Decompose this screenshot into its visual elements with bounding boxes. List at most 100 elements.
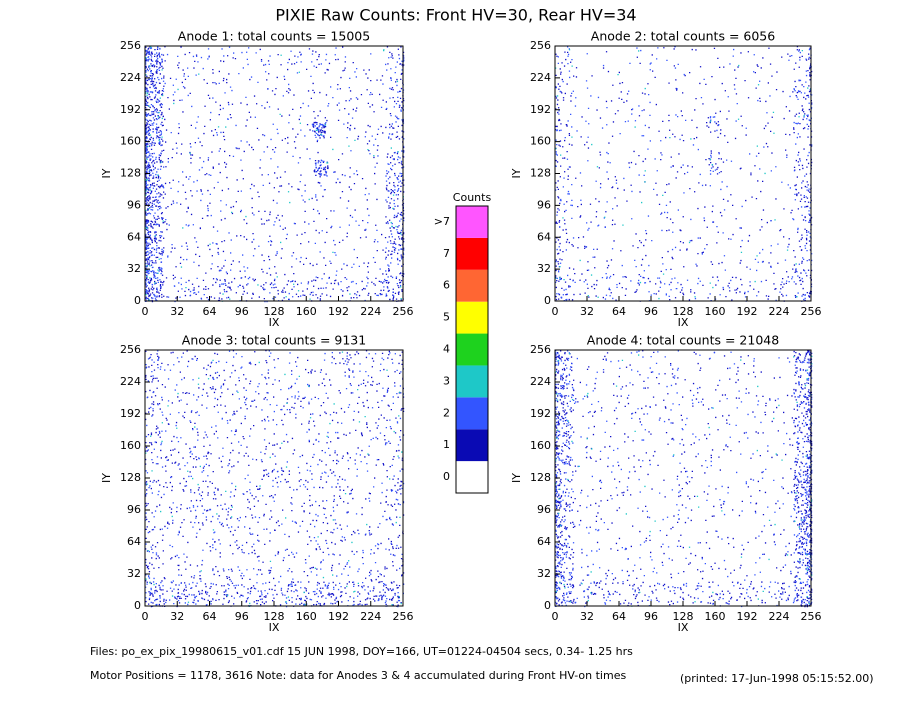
pixel-texture	[145, 46, 405, 303]
x-tick-label: 192	[737, 610, 758, 623]
x-tick-label: 0	[142, 305, 149, 318]
x-tick-label: 224	[360, 610, 381, 623]
y-tick-label: 96	[127, 503, 141, 516]
x-tick-label: 256	[801, 305, 822, 318]
y-tick-label: 224	[120, 71, 141, 84]
panel-title: Anode 4: total counts = 21048	[587, 333, 779, 348]
y-axis-label: IY	[100, 168, 113, 178]
y-tick-label: 96	[537, 503, 551, 516]
colorbar-label: 2	[443, 406, 450, 419]
pixel-texture	[555, 350, 813, 608]
colorbar-label: 0	[443, 470, 450, 483]
y-tick-label: 96	[537, 198, 551, 211]
pixel-texture	[145, 351, 403, 607]
heatmap-panel: Anode 4: total counts = 21048 0 32 64 96 128 1…	[510, 333, 822, 635]
plot-frame	[554, 45, 812, 302]
x-tick-label: 192	[328, 610, 349, 623]
panel-title: Anode 3: total counts = 9131	[182, 333, 366, 348]
x-tick-label: 0	[552, 610, 559, 623]
x-tick-label: 32	[580, 305, 594, 318]
x-tick-label: 224	[769, 610, 790, 623]
page-title: PIXIE Raw Counts: Front HV=30, Rear HV=3…	[275, 6, 636, 25]
y-tick-label: 224	[530, 71, 551, 84]
colorbar-label: 3	[443, 374, 450, 387]
y-tick-label: 64	[127, 230, 141, 243]
x-tick-label: 96	[644, 305, 658, 318]
y-tick-label: 192	[530, 407, 551, 420]
x-tick-label: 224	[769, 305, 790, 318]
y-tick-label: 224	[530, 375, 551, 388]
x-tick-label: 224	[360, 305, 381, 318]
footer-files: Files: po_ex_pix_19980615_v01.cdf 15 JUN…	[90, 645, 633, 658]
x-tick-label: 128	[264, 305, 285, 318]
x-tick-label: 160	[296, 305, 317, 318]
x-tick-label: 0	[142, 610, 149, 623]
x-tick-label: 32	[170, 305, 184, 318]
x-tick-label: 160	[296, 610, 317, 623]
y-tick-label: 0	[544, 599, 551, 612]
x-tick-label: 128	[264, 610, 285, 623]
x-axis-label: IX	[678, 621, 689, 634]
heatmap-panel: Anode 1: total counts = 15005 0 32 64 96 128 1…	[100, 29, 414, 330]
x-tick-label: 96	[235, 610, 249, 623]
x-tick-label: 64	[612, 610, 626, 623]
pixel-texture	[555, 46, 813, 302]
y-axis-label: IY	[510, 473, 523, 483]
y-tick-label: 0	[134, 294, 141, 307]
plot-frame	[554, 349, 812, 607]
pixel-texture	[145, 46, 405, 303]
y-tick-label: 64	[537, 230, 551, 243]
x-tick-label: 64	[612, 305, 626, 318]
y-tick-label: 96	[127, 198, 141, 211]
x-tick-label: 0	[552, 305, 559, 318]
x-tick-label: 192	[737, 305, 758, 318]
x-tick-label: 160	[705, 305, 726, 318]
panel-title: Anode 2: total counts = 6056	[591, 29, 775, 44]
x-axis-label: IX	[678, 316, 689, 329]
panel-title: Anode 1: total counts = 15005	[178, 29, 370, 44]
y-tick-label: 192	[120, 407, 141, 420]
colorbar-label: 1	[443, 438, 450, 451]
x-axis-label: IX	[269, 316, 280, 329]
y-tick-label: 160	[120, 135, 141, 148]
x-tick-label: 64	[203, 610, 217, 623]
y-tick-label: 128	[530, 471, 551, 484]
y-tick-label: 32	[127, 567, 141, 580]
y-tick-label: 0	[544, 294, 551, 307]
colorbar-level	[456, 301, 488, 334]
x-tick-label: 32	[170, 610, 184, 623]
y-tick-label: 128	[120, 167, 141, 180]
x-tick-label: 160	[705, 610, 726, 623]
y-tick-label: 224	[120, 375, 141, 388]
y-tick-label: 160	[530, 439, 551, 452]
footer-printed: (printed: 17-Jun-1998 05:15:52.00)	[680, 672, 874, 685]
y-tick-label: 32	[537, 567, 551, 580]
x-tick-label: 128	[673, 610, 694, 623]
colorbar-label: 5	[443, 311, 450, 324]
y-tick-label: 192	[530, 103, 551, 116]
pixel-texture	[555, 49, 812, 300]
x-tick-label: 256	[393, 610, 414, 623]
y-tick-label: 256	[120, 39, 141, 52]
colorbar-level	[456, 365, 488, 398]
colorbar-label: 4	[443, 343, 450, 356]
x-tick-label: 256	[393, 305, 414, 318]
colorbar-level	[456, 333, 488, 366]
colorbar-label: 7	[443, 247, 450, 260]
x-axis-label: IX	[269, 621, 280, 634]
y-tick-label: 256	[530, 343, 551, 356]
heatmap-panel: Anode 2: total counts = 6056 0 32 64 96 128 16…	[510, 29, 822, 330]
y-tick-label: 64	[537, 535, 551, 548]
x-tick-label: 128	[673, 305, 694, 318]
colorbar-label: >7	[434, 215, 450, 228]
y-tick-label: 128	[530, 167, 551, 180]
heatmap-panel: Anode 3: total counts = 9131 0 32 64 96 128 16…	[100, 333, 414, 635]
colorbar-frame	[455, 205, 489, 494]
y-tick-label: 32	[127, 262, 141, 275]
colorbar-label: 6	[443, 279, 450, 292]
x-tick-label: 192	[328, 305, 349, 318]
colorbar-title: Counts	[453, 191, 492, 204]
colorbar-level	[456, 397, 488, 430]
colorbar-level	[456, 269, 488, 302]
footer-motor: Motor Positions = 1178, 3616 Note: data …	[90, 669, 626, 682]
